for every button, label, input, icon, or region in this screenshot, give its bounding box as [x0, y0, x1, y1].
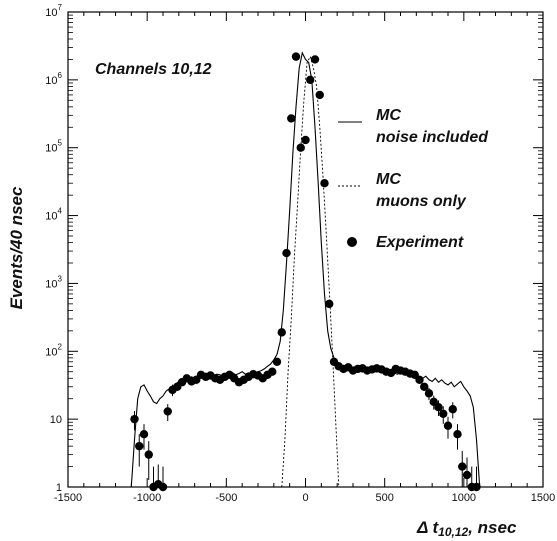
experiment-point: [462, 470, 472, 480]
y-tick-exponent: 3: [58, 274, 63, 283]
y-tick-exponent: 4: [58, 207, 63, 216]
experiment-point: [443, 421, 453, 430]
x-tick-labels: -1500 -1000 -500 0 500 1000 1500: [54, 492, 555, 504]
legend: MC noise included MC muons only Experime…: [338, 107, 489, 251]
mc-noise-included-line: [130, 51, 481, 488]
y-tick-exponent: 5: [58, 139, 63, 148]
x-axis-title-unit: , nsec: [467, 518, 517, 537]
experiment-point: [448, 405, 457, 414]
experiment-point: [139, 429, 149, 439]
x-tick-label: 1000: [452, 492, 476, 504]
experiment-point: [315, 90, 324, 100]
y-tick-exponent: 7: [58, 3, 63, 12]
experiment-point: [439, 409, 448, 418]
experiment-point: [135, 441, 144, 451]
legend-noise-line2: noise included: [376, 129, 489, 146]
experiment-point: [272, 357, 282, 366]
experiment-point: [458, 462, 467, 471]
y-tick-exponent: 6: [58, 71, 63, 80]
experiment-point: [158, 482, 168, 492]
mc-muons-only-line: [281, 55, 340, 488]
y-tick-label: 102: [45, 342, 62, 358]
channels-annotation: Channels 10,12: [95, 61, 212, 78]
experiment-point: [472, 482, 481, 492]
experiment-point: [144, 450, 153, 459]
legend-muons-line1: MC: [376, 171, 401, 188]
y-tick-label: 104: [45, 207, 62, 223]
experiment-point: [130, 414, 139, 424]
experiment-point: [282, 248, 291, 258]
y-tick-exponent: 2: [58, 342, 63, 351]
experiment-point: [277, 328, 286, 337]
y-tick-base: 10: [45, 7, 57, 19]
experiment-point: [325, 299, 334, 309]
axis-ticks: [67, 11, 544, 488]
x-tick-label: 0: [302, 492, 308, 504]
series-layer: [130, 51, 481, 488]
experiment-point: [320, 178, 329, 188]
y-tick-label: 10: [50, 414, 62, 426]
y-tick-label: 1: [56, 482, 62, 494]
y-tick-base: 10: [50, 414, 62, 426]
experiment-points: [130, 52, 481, 492]
x-tick-label: -500: [215, 492, 237, 504]
experiment-point: [268, 367, 277, 376]
y-tick-label: 103: [45, 274, 62, 290]
x-axis-title: Δ t10,12, nsec: [416, 518, 517, 539]
x-tick-label: 1500: [531, 492, 555, 504]
legend-noise-line1: MC: [376, 107, 401, 124]
x-axis-title-main: Δ t: [416, 518, 440, 537]
y-tick-base: 10: [45, 211, 57, 223]
y-tick-base: 10: [45, 75, 57, 87]
experiment-point: [420, 382, 429, 391]
x-axis-title-subscript: 10,12: [438, 525, 468, 539]
y-axis-title: Events/40 nsec: [7, 186, 26, 309]
x-tick-label: 500: [375, 492, 393, 504]
experiment-point: [163, 407, 172, 416]
x-tick-label: -1500: [54, 492, 82, 504]
legend-muons-line2: muons only: [376, 193, 467, 210]
y-tick-base: 10: [45, 278, 57, 290]
experiment-point: [296, 143, 305, 152]
experiment-point: [291, 52, 301, 61]
y-tick-base: 10: [45, 346, 57, 358]
y-tick-label: 105: [45, 139, 62, 155]
experiment-point: [424, 389, 434, 398]
y-tick-label: 107: [45, 3, 62, 19]
experiment-point: [434, 402, 443, 412]
experiment-point: [306, 75, 315, 85]
y-tick-base: 10: [45, 143, 57, 155]
y-tick-base: 1: [56, 482, 62, 494]
legend-experiment-marker: [347, 237, 357, 247]
experiment-point: [310, 55, 320, 64]
experiment-point: [287, 114, 296, 123]
x-tick-label: -1000: [133, 492, 161, 504]
experiment-point: [301, 135, 310, 145]
experiment-point: [415, 375, 424, 385]
legend-experiment-label: Experiment: [376, 234, 464, 251]
experiment-point: [429, 397, 438, 407]
experiment-point: [453, 429, 462, 439]
y-tick-label: 106: [45, 71, 62, 87]
